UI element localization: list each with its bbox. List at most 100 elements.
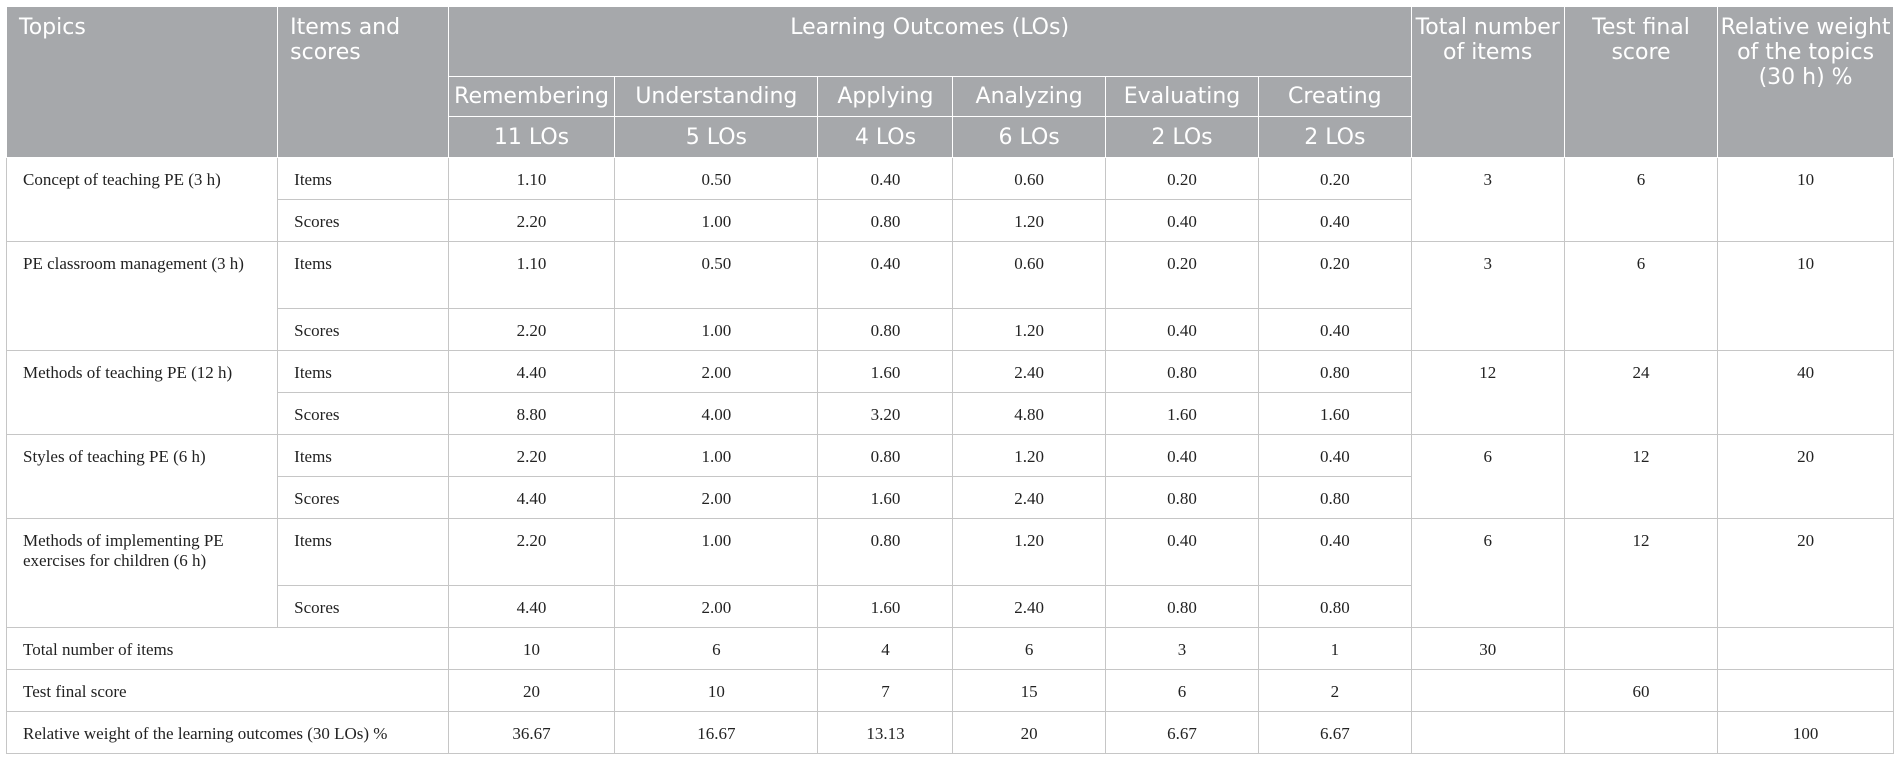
row-kind-label: Scores <box>277 308 449 351</box>
topic-total-items: 12 <box>1410 350 1565 435</box>
row-kind-label: Scores <box>277 199 449 242</box>
topic-name: PE classroom management (3 h) <box>5 241 279 351</box>
test-final-score-label: Test final score <box>6 669 449 712</box>
cell-value: 1.00 <box>614 199 819 242</box>
cell-value: 10 <box>614 669 819 712</box>
header-level-understanding: Understanding <box>614 76 819 117</box>
cell-value: 0.40 <box>1104 518 1260 586</box>
header-items-scores: Items and scores <box>277 6 449 158</box>
topic-final-score: 24 <box>1563 350 1719 435</box>
cell-value: 0.40 <box>1258 434 1412 477</box>
cell-value: 8.80 <box>447 392 616 435</box>
empty-cell <box>1717 669 1894 712</box>
cell-value: 0.40 <box>1104 434 1260 477</box>
cell-value: 10 <box>447 627 616 670</box>
header-level-evaluating: Evaluating <box>1104 76 1260 117</box>
cell-value: 0.40 <box>1104 199 1260 242</box>
cell-value: 0.60 <box>952 157 1106 200</box>
topic-final-score: 12 <box>1563 434 1719 519</box>
cell-value: 0.40 <box>1258 308 1412 351</box>
cell-value: 0.80 <box>1104 585 1260 628</box>
cell-value: 2.40 <box>952 585 1106 628</box>
topic-total-items: 6 <box>1410 518 1565 628</box>
cell-value: 2.40 <box>952 350 1106 393</box>
cell-value: 1.00 <box>614 308 819 351</box>
cell-value: 2.00 <box>614 476 819 519</box>
cell-value: 6.67 <box>1104 711 1260 754</box>
cell-value: 6 <box>1104 669 1260 712</box>
cell-value: 6.67 <box>1258 711 1412 754</box>
cell-value: 6 <box>952 627 1106 670</box>
table-row: Scores 8.80 4.00 3.20 4.80 1.60 1.60 <box>7 392 1894 435</box>
learning-outcomes-table: Topics Items and scores Learning Outcome… <box>5 6 1894 754</box>
row-kind-label: Items <box>277 157 449 200</box>
cell-value: 0.20 <box>1104 157 1260 200</box>
cell-value: 1.20 <box>952 518 1106 586</box>
row-kind-label: Scores <box>277 476 449 519</box>
cell-value: 0.80 <box>817 199 954 242</box>
topic-name: Methods of implementing PE exercises for… <box>5 518 279 628</box>
grand-final-score: 60 <box>1563 669 1719 712</box>
cell-value: 0.20 <box>1104 241 1260 309</box>
cell-value: 1.20 <box>952 434 1106 477</box>
cell-value: 13.13 <box>817 711 954 754</box>
empty-cell <box>1563 627 1719 670</box>
header-relative-weight: Relative weight of the topics (30 h) % <box>1717 6 1894 158</box>
cell-value: 0.20 <box>1258 241 1412 309</box>
topic-weight: 10 <box>1717 157 1894 242</box>
topic-final-score: 6 <box>1563 241 1719 351</box>
table-row: Styles of teaching PE (6 h) Items 2.20 1… <box>5 434 1894 519</box>
table-row-test-final-score: Test final score 20 10 7 15 6 2 60 <box>6 669 1894 712</box>
topic-name: Styles of teaching PE (6 h) <box>5 434 279 519</box>
cell-value: 6 <box>614 627 819 670</box>
cell-value: 0.50 <box>614 157 819 200</box>
cell-value: 0.80 <box>817 518 954 586</box>
cell-value: 4.80 <box>952 392 1106 435</box>
grand-weight: 100 <box>1717 711 1894 754</box>
header-lo-count: 6 LOs <box>952 116 1106 158</box>
cell-value: 3.20 <box>817 392 954 435</box>
grand-total-items: 30 <box>1410 627 1565 670</box>
cell-value: 0.60 <box>952 241 1106 309</box>
cell-value: 1.20 <box>952 308 1106 351</box>
cell-value: 0.80 <box>1258 476 1412 519</box>
cell-value: 1.60 <box>817 585 954 628</box>
table-row-total-items: Total number of items 10 6 4 6 3 1 30 <box>6 627 1894 670</box>
cell-value: 2 <box>1258 669 1412 712</box>
cell-value: 7 <box>817 669 954 712</box>
table-row: Methods of teaching PE (12 h) Items 4.40… <box>5 350 1894 435</box>
cell-value: 4.40 <box>447 350 616 393</box>
empty-cell <box>1717 627 1894 670</box>
table-row: Scores 2.20 1.00 0.80 1.20 0.40 0.40 <box>7 308 1894 351</box>
cell-value: 2.20 <box>447 308 616 351</box>
table-row: Methods of implementing PE exercises for… <box>5 518 1894 628</box>
cell-value: 0.50 <box>614 241 819 309</box>
topic-weight: 10 <box>1717 241 1894 351</box>
table-row: Scores 4.40 2.00 1.60 2.40 0.80 0.80 <box>7 476 1894 519</box>
table-row-relative-weight: Relative weight of the learning outcomes… <box>6 711 1894 754</box>
header-level-applying: Applying <box>817 76 954 117</box>
topic-weight: 20 <box>1717 518 1894 628</box>
topic-weight: 40 <box>1717 350 1894 435</box>
topic-total-items: 3 <box>1410 241 1565 351</box>
topic-name: Methods of teaching PE (12 h) <box>5 350 279 435</box>
row-kind-label: Scores <box>277 392 449 435</box>
header-topics: Topics <box>5 6 279 158</box>
cell-value: 4 <box>817 627 954 670</box>
header-lo-count: 11 LOs <box>447 116 616 158</box>
row-kind-label: Items <box>277 241 449 309</box>
cell-value: 0.40 <box>1104 308 1260 351</box>
cell-value: 2.20 <box>447 434 616 477</box>
cell-value: 0.80 <box>1104 350 1260 393</box>
header-lo-count: 4 LOs <box>817 116 954 158</box>
cell-value: 2.40 <box>952 476 1106 519</box>
topic-final-score: 12 <box>1563 518 1719 628</box>
total-items-label: Total number of items <box>6 627 449 670</box>
cell-value: 3 <box>1104 627 1260 670</box>
topic-weight: 20 <box>1717 434 1894 519</box>
cell-value: 1.60 <box>1104 392 1260 435</box>
row-kind-label: Scores <box>277 585 449 628</box>
header-total-items: Total number of items <box>1410 6 1565 158</box>
empty-cell <box>1410 669 1565 712</box>
cell-value: 2.20 <box>447 199 616 242</box>
